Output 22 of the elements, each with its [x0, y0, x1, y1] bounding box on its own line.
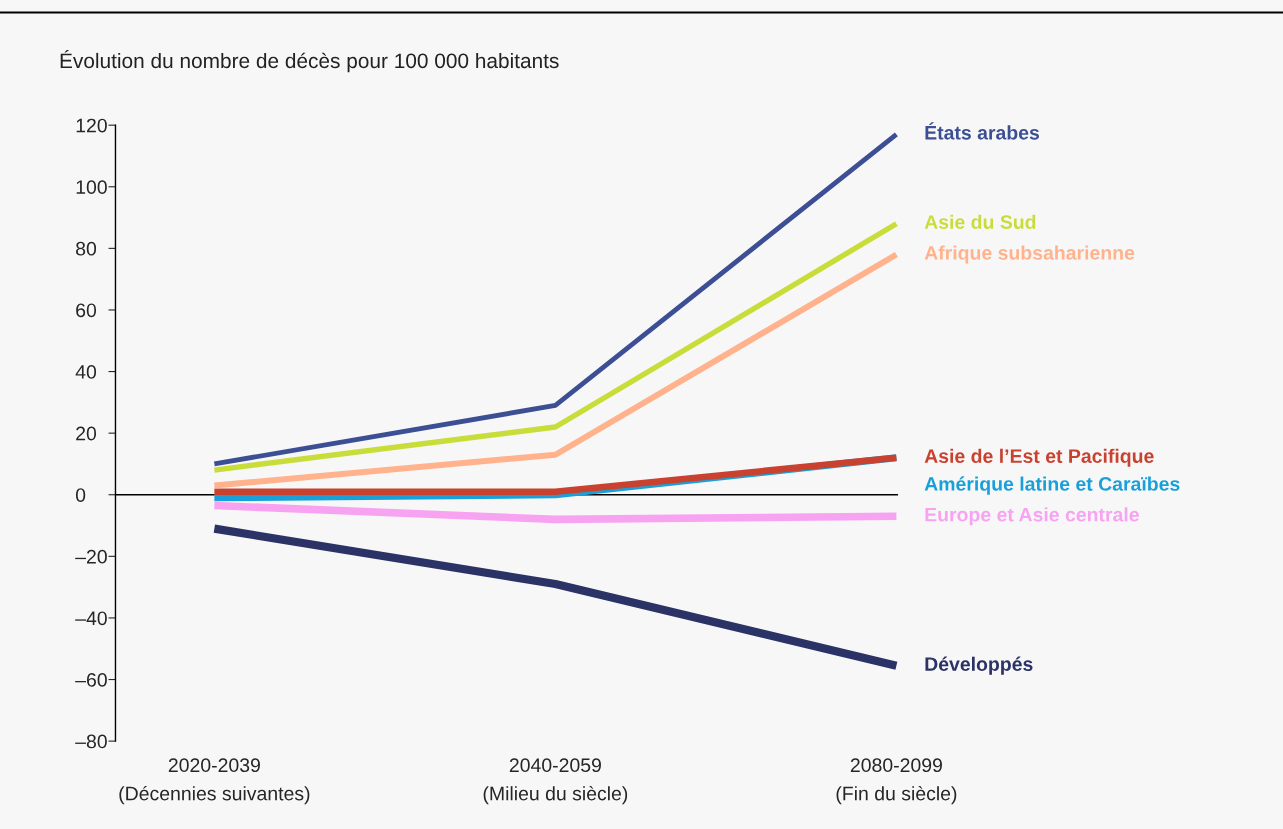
y-tick-label: –40: [75, 611, 107, 626]
y-tick-label: –80: [75, 734, 107, 749]
y-tick-label: 80: [76, 241, 97, 256]
x-tick-label: 2080-2099 (Fin du siècle): [836, 758, 957, 805]
series-label: Asie du Sud: [924, 214, 1036, 229]
y-tick-label: 120: [76, 118, 107, 133]
series-label: Afrique subsaharienne: [924, 245, 1135, 264]
y-tick-label: 100: [76, 180, 107, 195]
y-tick-label: 0: [75, 488, 86, 502]
x-tick-label: 2040-2059 (Milieu du siècle): [483, 758, 628, 805]
y-tick-label: –60: [75, 673, 107, 687]
chart-title: Évolution du nombre de décès pour 100 000 habitants: [60, 49, 559, 73]
series-label: Développés: [925, 656, 1033, 675]
y-tick-label: 20: [76, 426, 97, 441]
series-label: Amérique latine et Caraïbes: [924, 476, 1180, 495]
series-label: Asie de l’Est et Pacifique: [924, 448, 1154, 467]
x-tick-label: 2020-2039 (Décennies suivantes): [119, 758, 310, 805]
y-tick-label: 40: [75, 365, 97, 379]
series-label: Europe et Asie centrale: [925, 507, 1139, 526]
y-tick-label: 60: [76, 303, 97, 318]
y-tick-label: –20: [75, 549, 107, 564]
series-label: États arabes: [925, 122, 1040, 140]
